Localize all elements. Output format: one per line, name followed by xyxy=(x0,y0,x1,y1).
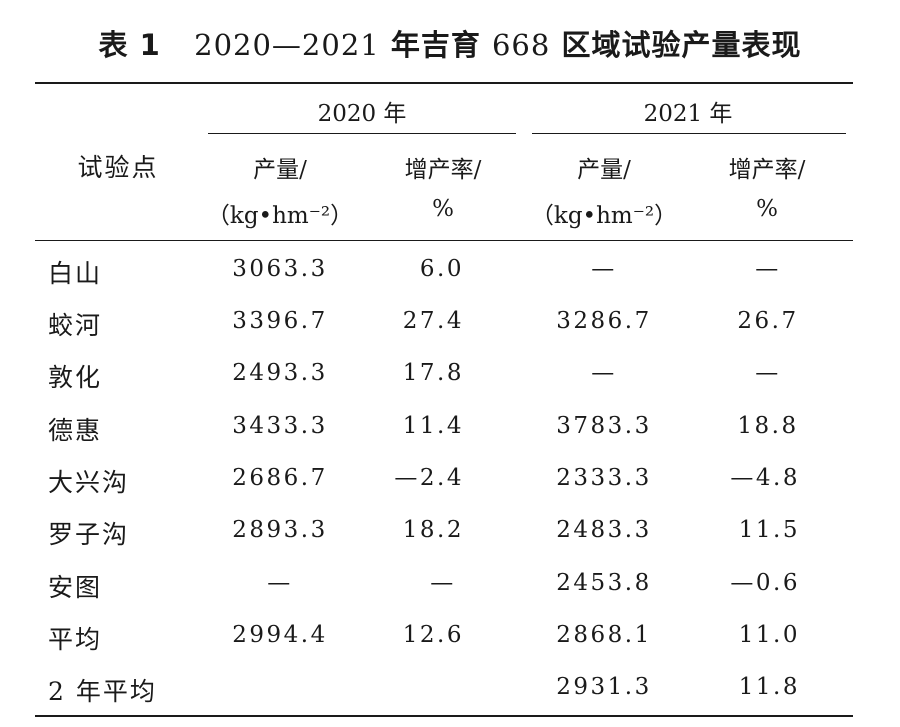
cell-2020-yield: 3433.3 xyxy=(232,413,328,439)
header-2021-rate-unit: % xyxy=(756,196,778,222)
header-2020-rate-unit: % xyxy=(432,196,454,222)
cell-2021-rate: — xyxy=(755,256,781,282)
cell-2021-rate: 11.0 xyxy=(738,622,800,648)
cell-2020-yield: — xyxy=(267,570,293,596)
cell-2020-yield: 2994.4 xyxy=(232,622,328,648)
table-top-rule xyxy=(35,82,853,84)
cell-2020-yield: 2686.7 xyxy=(232,465,328,491)
caption-label: 表 1 xyxy=(98,28,161,62)
caption-variety-number: 668 xyxy=(491,28,551,62)
cell-2020-rate: 12.6 xyxy=(402,622,464,648)
table-bottom-rule xyxy=(35,715,853,717)
cell-2020-rate: 11.4 xyxy=(402,413,464,439)
site-name: 敦化 xyxy=(48,363,103,392)
header-2021-rate-label: 增产率/ xyxy=(728,157,806,183)
header-2020-rate-label: 增产率/ xyxy=(404,157,482,183)
cell-2021-rate: 18.8 xyxy=(737,413,799,439)
caption-title-end: 区域试验产量表现 xyxy=(561,28,802,62)
site-name: 平均 xyxy=(48,625,103,654)
cell-2021-yield: 3783.3 xyxy=(556,413,652,439)
header-2021-yield-unit: （kg•hm⁻²） xyxy=(530,203,678,229)
cell-2021-rate: 11.5 xyxy=(738,517,800,543)
header-2021-yield-label: 产量/ xyxy=(577,157,631,183)
header-2020-yield-label: 产量/ xyxy=(253,157,307,183)
header-year-2020: 2020 年 xyxy=(317,101,407,127)
caption-title-mid: 年吉育 xyxy=(390,28,481,62)
cell-2021-yield: 3286.7 xyxy=(556,308,652,334)
cell-2021-yield: 2931.3 xyxy=(556,674,652,700)
cell-2021-rate: —4.8 xyxy=(730,465,800,491)
header-year-2021: 2021 年 xyxy=(643,101,733,127)
cell-2020-rate: —2.4 xyxy=(394,465,464,491)
cell-2020-yield: 2893.3 xyxy=(232,517,328,543)
cell-2021-rate: 26.7 xyxy=(737,308,799,334)
site-name: 德惠 xyxy=(48,416,103,445)
cell-2021-yield: 2868.1 xyxy=(556,622,652,648)
site-name: 安图 xyxy=(48,573,103,602)
cell-2020-rate: 18.2 xyxy=(402,517,464,543)
cell-2020-rate: 17.8 xyxy=(402,360,464,386)
year-2020-underline xyxy=(208,133,516,134)
header-2020-yield-unit: （kg•hm⁻²） xyxy=(206,203,354,229)
site-name: 白山 xyxy=(48,259,103,288)
site-name: 罗子沟 xyxy=(48,520,130,549)
cell-2020-rate: 6.0 xyxy=(419,256,464,282)
header-bottom-rule xyxy=(35,240,853,241)
table-caption: 表 1 2020—2021 年吉育 668 区域试验产量表现 xyxy=(0,22,900,64)
site-name: 大兴沟 xyxy=(48,468,130,497)
cell-2021-rate: — xyxy=(755,360,781,386)
cell-2021-rate: —0.6 xyxy=(730,570,800,596)
cell-2020-yield: 3396.7 xyxy=(232,308,328,334)
cell-2020-rate: — xyxy=(430,570,456,596)
cell-2021-yield: — xyxy=(591,360,617,386)
header-site: 试验点 xyxy=(77,153,159,182)
year-2021-underline xyxy=(532,133,846,134)
cell-2021-yield: 2483.3 xyxy=(556,517,652,543)
site-name: 2 年平均 xyxy=(48,677,157,706)
cell-2021-yield: 2453.8 xyxy=(556,570,652,596)
cell-2020-rate: 27.4 xyxy=(402,308,464,334)
cell-2021-yield: — xyxy=(591,256,617,282)
cell-2021-rate: 11.8 xyxy=(738,674,800,700)
cell-2020-yield: 2493.3 xyxy=(232,360,328,386)
caption-years: 2020—2021 xyxy=(194,28,380,62)
cell-2021-yield: 2333.3 xyxy=(556,465,652,491)
site-name: 蛟河 xyxy=(48,311,103,340)
cell-2020-yield: 3063.3 xyxy=(232,256,328,282)
